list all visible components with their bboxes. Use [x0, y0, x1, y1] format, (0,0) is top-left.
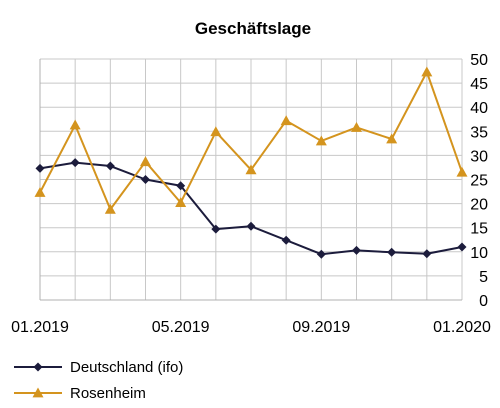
y-tick-label: 15	[470, 221, 488, 238]
data-point-0	[281, 235, 291, 245]
series-lines	[34, 66, 468, 259]
legend: Deutschland (ifo) Rosenheim	[14, 359, 183, 402]
data-point-1	[351, 121, 362, 132]
data-point-0	[316, 249, 326, 259]
data-point-0	[176, 181, 186, 191]
legend-label-1: Rosenheim	[70, 385, 146, 402]
y-tick-label: 40	[470, 100, 488, 117]
y-tick-label: 45	[470, 76, 488, 93]
data-point-1	[69, 119, 81, 130]
x-axis-tick-labels: 01.2019 05.2019 09.2019 01.2020	[11, 319, 491, 336]
data-point-0	[70, 158, 80, 168]
y-tick-label: 5	[479, 269, 488, 286]
data-point-0	[246, 221, 256, 231]
data-point-0	[35, 163, 45, 173]
x-tick-label: 05.2019	[152, 319, 210, 336]
gridlines	[40, 58, 463, 300]
chart-title: Geschäftslage	[195, 19, 311, 38]
data-point-0	[211, 224, 221, 234]
axes	[39, 59, 462, 301]
data-point-1	[104, 203, 116, 214]
data-point-0	[105, 161, 115, 171]
legend-marker-1	[32, 387, 44, 398]
x-tick-label: 09.2019	[292, 319, 350, 336]
legend-marker-0	[33, 362, 43, 372]
data-point-1	[210, 126, 222, 137]
data-point-1	[315, 135, 327, 146]
data-point-0	[141, 175, 150, 184]
y-axis-tick-labels: 0 5 10 15 20 25 30 35 40 45 50	[470, 52, 488, 310]
data-point-1	[34, 187, 46, 197]
data-point-1	[280, 115, 292, 126]
x-tick-label: 01.2020	[433, 319, 491, 336]
y-tick-label: 25	[470, 173, 488, 190]
data-point-1	[386, 133, 398, 144]
y-tick-label: 30	[470, 148, 488, 165]
y-tick-label: 20	[470, 197, 488, 214]
data-point-0	[457, 242, 467, 252]
y-tick-label: 0	[479, 293, 488, 310]
legend-label-0: Deutschland (ifo)	[70, 359, 183, 376]
data-point-0	[387, 247, 397, 257]
data-point-1	[421, 66, 433, 77]
x-tick-label: 01.2019	[11, 319, 69, 336]
y-tick-label: 35	[470, 124, 488, 141]
data-point-1	[175, 197, 187, 208]
data-point-1	[140, 156, 151, 167]
y-tick-label: 10	[470, 245, 488, 262]
y-tick-label: 50	[470, 52, 488, 69]
data-point-1	[456, 166, 468, 177]
data-point-0	[422, 249, 432, 259]
data-point-1	[245, 164, 257, 175]
data-point-0	[352, 245, 361, 255]
